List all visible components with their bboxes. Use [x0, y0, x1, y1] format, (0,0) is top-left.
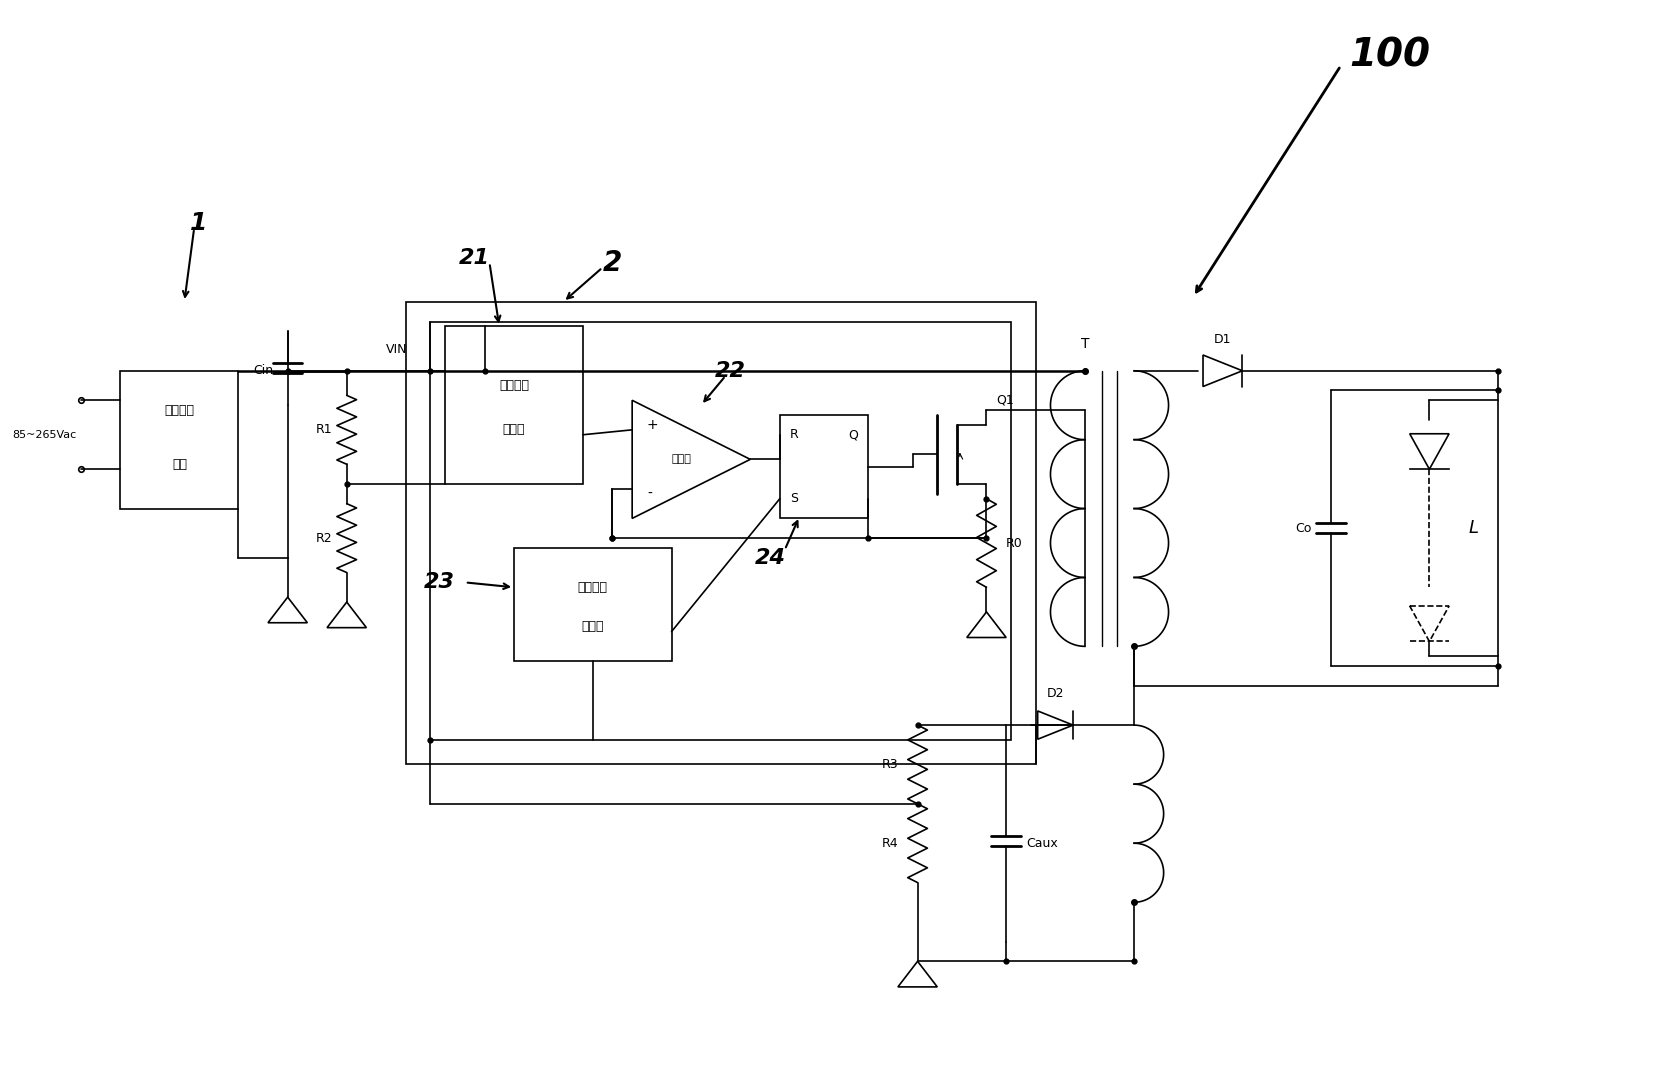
Text: 模块: 模块: [172, 458, 187, 471]
Text: R: R: [789, 429, 798, 442]
Text: Caux: Caux: [1024, 837, 1058, 850]
Text: 时钟信号: 时钟信号: [578, 581, 607, 594]
Text: 自动增益: 自动增益: [498, 379, 528, 392]
Text: 100: 100: [1349, 37, 1430, 75]
Text: R0: R0: [1006, 536, 1023, 549]
Text: 发生器: 发生器: [581, 620, 604, 633]
Text: R4: R4: [880, 837, 897, 850]
Bar: [430, 322, 1011, 740]
Text: Co: Co: [1294, 522, 1311, 535]
Bar: [445, 326, 583, 484]
Text: 21: 21: [458, 248, 490, 268]
Text: 桥式整流: 桥式整流: [164, 404, 194, 417]
Text: 1: 1: [190, 211, 207, 235]
Text: T: T: [1081, 337, 1089, 351]
Text: 23: 23: [424, 572, 455, 592]
Text: 85~265Vac: 85~265Vac: [12, 430, 76, 440]
Text: +: +: [647, 418, 659, 432]
Text: Q: Q: [847, 429, 857, 442]
Text: 比较器: 比较器: [670, 455, 690, 465]
Text: Q1: Q1: [996, 394, 1013, 407]
Text: -: -: [647, 486, 652, 500]
Text: R1: R1: [314, 423, 331, 436]
Bar: [121, 371, 238, 508]
Text: 24: 24: [755, 547, 784, 568]
Bar: [405, 301, 1034, 765]
Text: D1: D1: [1213, 333, 1231, 346]
Text: 22: 22: [715, 361, 746, 381]
Bar: [780, 415, 867, 518]
Text: D2: D2: [1046, 688, 1064, 701]
Text: 控制器: 控制器: [503, 423, 525, 436]
Text: Cin: Cin: [253, 364, 273, 378]
Text: L: L: [1468, 519, 1478, 537]
Text: R3: R3: [880, 758, 897, 771]
Text: S: S: [789, 492, 798, 505]
Text: R2: R2: [314, 532, 331, 545]
Text: 2: 2: [602, 248, 622, 276]
Text: VIN: VIN: [386, 343, 407, 356]
Bar: [513, 548, 672, 662]
